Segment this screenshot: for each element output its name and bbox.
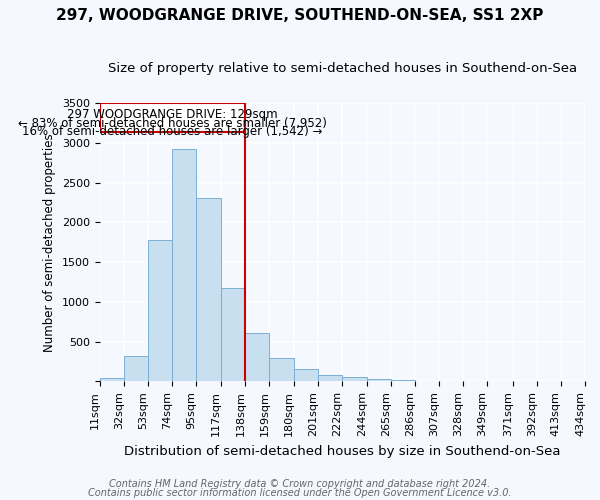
Text: Contains public sector information licensed under the Open Government Licence v3: Contains public sector information licen…: [88, 488, 512, 498]
Text: 16% of semi-detached houses are larger (1,542) →: 16% of semi-detached houses are larger (…: [22, 124, 323, 138]
Text: 297, WOODGRANGE DRIVE, SOUTHEND-ON-SEA, SS1 2XP: 297, WOODGRANGE DRIVE, SOUTHEND-ON-SEA, …: [56, 8, 544, 22]
Bar: [221, 288, 245, 382]
X-axis label: Distribution of semi-detached houses by size in Southend-on-Sea: Distribution of semi-detached houses by …: [124, 444, 560, 458]
Bar: [269, 358, 293, 382]
Text: 297 WOODGRANGE DRIVE: 129sqm: 297 WOODGRANGE DRIVE: 129sqm: [67, 108, 278, 121]
Bar: [172, 149, 196, 382]
Bar: [100, 378, 124, 382]
Bar: [124, 356, 148, 382]
Bar: [317, 376, 342, 382]
Bar: [196, 198, 221, 382]
Title: Size of property relative to semi-detached houses in Southend-on-Sea: Size of property relative to semi-detach…: [108, 62, 577, 76]
Bar: [100, 103, 245, 132]
Bar: [342, 378, 367, 382]
Bar: [245, 333, 269, 382]
Text: ← 83% of semi-detached houses are smaller (7,952): ← 83% of semi-detached houses are smalle…: [18, 116, 327, 130]
Bar: [293, 370, 317, 382]
Bar: [391, 380, 415, 382]
Bar: [148, 240, 172, 382]
Bar: [367, 378, 391, 382]
Y-axis label: Number of semi-detached properties: Number of semi-detached properties: [43, 133, 56, 352]
Text: Contains HM Land Registry data © Crown copyright and database right 2024.: Contains HM Land Registry data © Crown c…: [109, 479, 491, 489]
